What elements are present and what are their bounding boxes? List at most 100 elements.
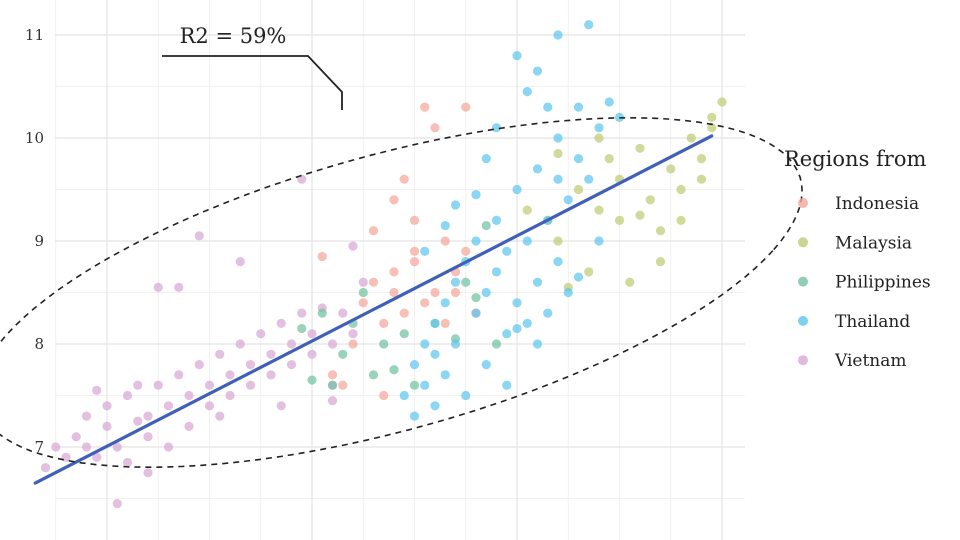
legend-title: Regions from [784,147,926,171]
data-point [215,411,225,421]
data-point [327,339,338,349]
data-point [666,164,676,174]
data-point [430,349,440,359]
data-point [430,401,440,411]
data-point [92,385,102,395]
data-point [256,329,266,339]
data-point [92,452,102,462]
data-point [389,365,399,375]
data-point [553,257,563,267]
series-vietnam [40,174,368,509]
data-point [430,123,440,133]
data-point [655,226,666,236]
data-point [348,329,358,339]
data-point [194,360,204,370]
data-point [614,215,625,225]
data-point [379,339,389,349]
y-tick-label: 10 [25,129,44,147]
series-indonesia [317,102,481,401]
data-point [440,236,450,246]
data-point [594,236,604,246]
legend-item-malaysia: Malaysia [798,233,912,253]
x-axis-tick-labels: 7 8 9 10 [102,538,731,540]
data-point [143,468,153,478]
data-point [153,282,163,292]
data-point [522,87,532,97]
data-point [307,349,317,359]
data-point [276,401,286,411]
data-point [481,220,491,231]
data-point [368,277,379,287]
data-point [573,184,584,195]
data-point [358,277,368,287]
data-point [481,360,491,370]
data-point [102,421,112,431]
data-point [430,318,440,328]
legend-items: Indonesia Malaysia Philippines Thailand Viet… [798,194,931,371]
data-point [502,329,512,339]
legend-item-thailand: Thailand [798,312,910,332]
data-point [553,148,563,159]
data-point [543,102,553,112]
data-point [420,102,430,112]
data-point [358,287,368,298]
data-point [225,370,235,380]
data-point [471,293,481,303]
data-point [327,370,338,380]
data-point [143,411,153,421]
data-point [204,401,215,411]
data-point [153,380,163,390]
data-point [348,241,358,251]
data-point [379,318,389,328]
data-point [409,411,420,421]
data-point [655,257,666,267]
data-point [194,231,204,241]
x-tick-label: 10 [712,538,731,540]
data-point [399,308,409,318]
data-point [399,174,409,184]
r2-annotation: R2 = 59% [162,24,343,110]
data-point [317,308,327,318]
y-tick-label: 8 [34,335,44,353]
y-axis-tick-labels: 7 8 9 10 11 [25,26,44,456]
legend-label: Malaysia [835,233,912,253]
data-point [532,277,543,287]
data-point [420,298,430,308]
data-point [594,133,604,143]
data-point [338,349,348,359]
data-point [420,246,430,256]
data-point [584,20,594,30]
data-point [174,370,184,380]
data-point [235,257,245,267]
data-point [338,308,348,318]
data-point [461,102,471,112]
data-point [450,287,461,298]
data-point [286,360,297,370]
data-point [399,390,409,401]
data-point [491,123,502,133]
data-point [522,318,532,328]
data-point [471,308,481,318]
x-tick-label: 7 [102,538,112,540]
data-point [389,287,399,298]
legend-label: Vietnam [834,351,907,371]
data-point [471,236,481,246]
legend-swatch [798,315,808,326]
data-point [563,287,573,298]
data-point [440,220,450,231]
data-point [676,215,686,225]
data-point [502,246,512,256]
legend-item-indonesia: Indonesia [798,194,919,214]
data-point [696,174,707,184]
data-point [440,298,450,308]
data-point [461,277,471,287]
data-point [399,329,409,339]
data-point [471,190,481,200]
data-point [573,272,584,282]
data-point [215,349,225,359]
data-point [184,421,194,431]
data-point [420,380,430,390]
r2-annotation-text: R2 = 59% [180,24,287,48]
data-point [225,390,235,401]
data-point [327,396,338,406]
